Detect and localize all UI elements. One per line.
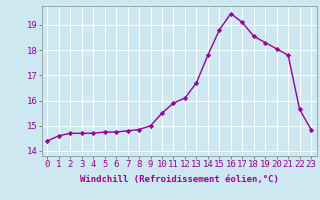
- X-axis label: Windchill (Refroidissement éolien,°C): Windchill (Refroidissement éolien,°C): [80, 175, 279, 184]
